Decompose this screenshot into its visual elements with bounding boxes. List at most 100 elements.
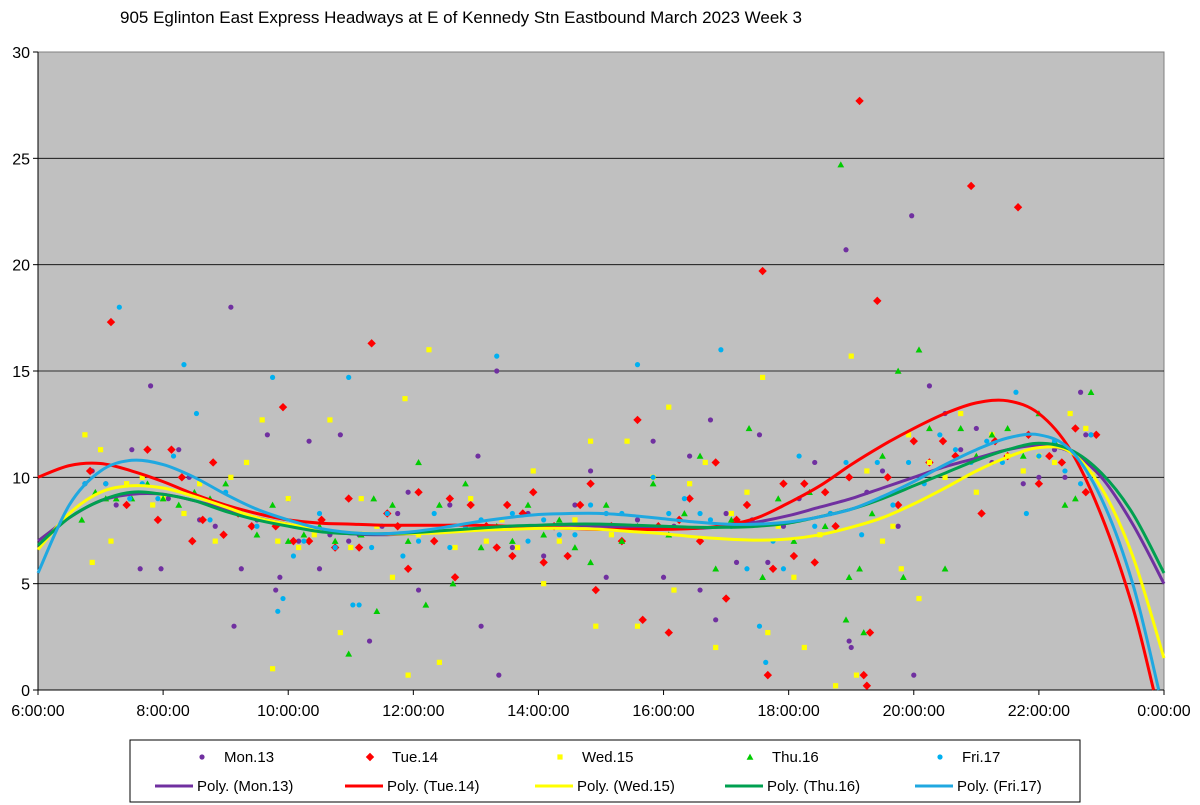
data-point bbox=[697, 510, 703, 517]
y-tick-label: 5 bbox=[21, 577, 30, 594]
data-point bbox=[984, 438, 990, 444]
data-point bbox=[732, 515, 741, 525]
data-point bbox=[496, 672, 502, 678]
data-point bbox=[285, 496, 291, 502]
data-point bbox=[602, 501, 610, 508]
data-point bbox=[973, 425, 979, 432]
data-point bbox=[1020, 468, 1026, 474]
legend-label: Tue.14 bbox=[392, 749, 438, 766]
series-0 bbox=[82, 213, 1094, 678]
data-point bbox=[466, 500, 475, 510]
data-point bbox=[874, 459, 880, 466]
axes bbox=[33, 51, 1165, 695]
data-point bbox=[301, 538, 307, 544]
data-point bbox=[1019, 452, 1027, 459]
data-point bbox=[475, 453, 481, 459]
data-point bbox=[707, 417, 714, 423]
data-point bbox=[452, 544, 458, 551]
data-point bbox=[859, 532, 865, 538]
trend-lines-layer bbox=[36, 398, 1166, 691]
data-point bbox=[1034, 479, 1044, 488]
data-point bbox=[905, 459, 912, 466]
data-point bbox=[756, 432, 763, 438]
data-point bbox=[760, 374, 766, 380]
data-point bbox=[587, 559, 594, 566]
data-point bbox=[431, 510, 437, 517]
legend-label: Thu.16 bbox=[772, 749, 819, 766]
data-point bbox=[1071, 495, 1079, 502]
data-point bbox=[587, 438, 594, 444]
data-point bbox=[344, 494, 353, 503]
data-point bbox=[477, 544, 485, 551]
data-point bbox=[571, 544, 579, 551]
x-tick-label: 10:00:00 bbox=[257, 703, 319, 720]
data-point bbox=[530, 468, 536, 474]
data-point bbox=[345, 650, 353, 657]
data-point bbox=[1057, 458, 1067, 467]
data-point bbox=[707, 517, 714, 523]
y-tick-label: 20 bbox=[12, 258, 30, 275]
trend-line-7 bbox=[36, 445, 1166, 659]
data-point bbox=[509, 544, 515, 551]
data-point bbox=[106, 317, 116, 327]
data-point bbox=[231, 623, 237, 629]
data-point bbox=[723, 510, 729, 517]
data-point bbox=[300, 531, 308, 538]
data-point bbox=[468, 496, 474, 502]
data-point bbox=[238, 566, 244, 572]
data-point bbox=[759, 573, 767, 581]
data-point bbox=[890, 523, 896, 529]
data-point bbox=[402, 396, 408, 402]
data-point bbox=[332, 544, 338, 551]
data-point bbox=[129, 447, 135, 453]
data-point bbox=[957, 425, 965, 432]
data-point bbox=[137, 566, 143, 572]
data-point bbox=[572, 517, 578, 523]
data-point bbox=[556, 532, 562, 538]
data-point bbox=[492, 543, 501, 552]
data-point bbox=[243, 459, 250, 466]
data-point bbox=[150, 502, 156, 508]
data-point bbox=[1062, 468, 1068, 474]
data-point bbox=[593, 623, 599, 629]
data-point bbox=[89, 559, 95, 565]
legend-marker bbox=[746, 753, 754, 760]
data-point bbox=[278, 402, 288, 412]
data-point bbox=[1087, 388, 1095, 395]
data-point bbox=[175, 501, 183, 508]
data-point bbox=[883, 473, 892, 482]
data-point bbox=[697, 587, 703, 593]
data-point bbox=[112, 495, 120, 502]
data-point bbox=[765, 629, 771, 636]
data-point bbox=[671, 587, 677, 593]
data-point bbox=[966, 181, 976, 191]
data-point bbox=[247, 522, 256, 531]
tick-labels: 0 5 10 15 20 25 30 6:00:00 8:00:00 10:00:00 12:00:… bbox=[11, 45, 1190, 720]
data-point bbox=[831, 522, 840, 531]
x-tick-label: 8:00:00 bbox=[136, 703, 189, 720]
x-tick-label: 0:00:00 bbox=[1137, 703, 1190, 720]
data-point bbox=[1092, 430, 1101, 439]
data-point bbox=[447, 502, 453, 508]
data-point bbox=[898, 566, 904, 572]
data-point bbox=[269, 666, 276, 672]
data-point bbox=[1061, 501, 1069, 508]
data-point bbox=[587, 502, 594, 508]
data-point bbox=[395, 510, 401, 517]
data-point bbox=[82, 432, 88, 438]
data-point bbox=[666, 510, 672, 517]
data-point bbox=[909, 213, 915, 219]
data-point bbox=[405, 489, 411, 495]
data-point bbox=[502, 500, 512, 510]
legend-marker bbox=[199, 754, 205, 760]
data-point bbox=[832, 683, 839, 689]
data-point bbox=[337, 432, 343, 438]
data-point bbox=[207, 517, 213, 523]
data-point bbox=[879, 538, 886, 544]
data-point bbox=[796, 453, 802, 459]
data-point bbox=[108, 538, 114, 544]
data-point bbox=[879, 452, 886, 459]
data-point bbox=[756, 623, 763, 629]
data-point bbox=[176, 447, 182, 453]
data-point bbox=[165, 496, 171, 502]
